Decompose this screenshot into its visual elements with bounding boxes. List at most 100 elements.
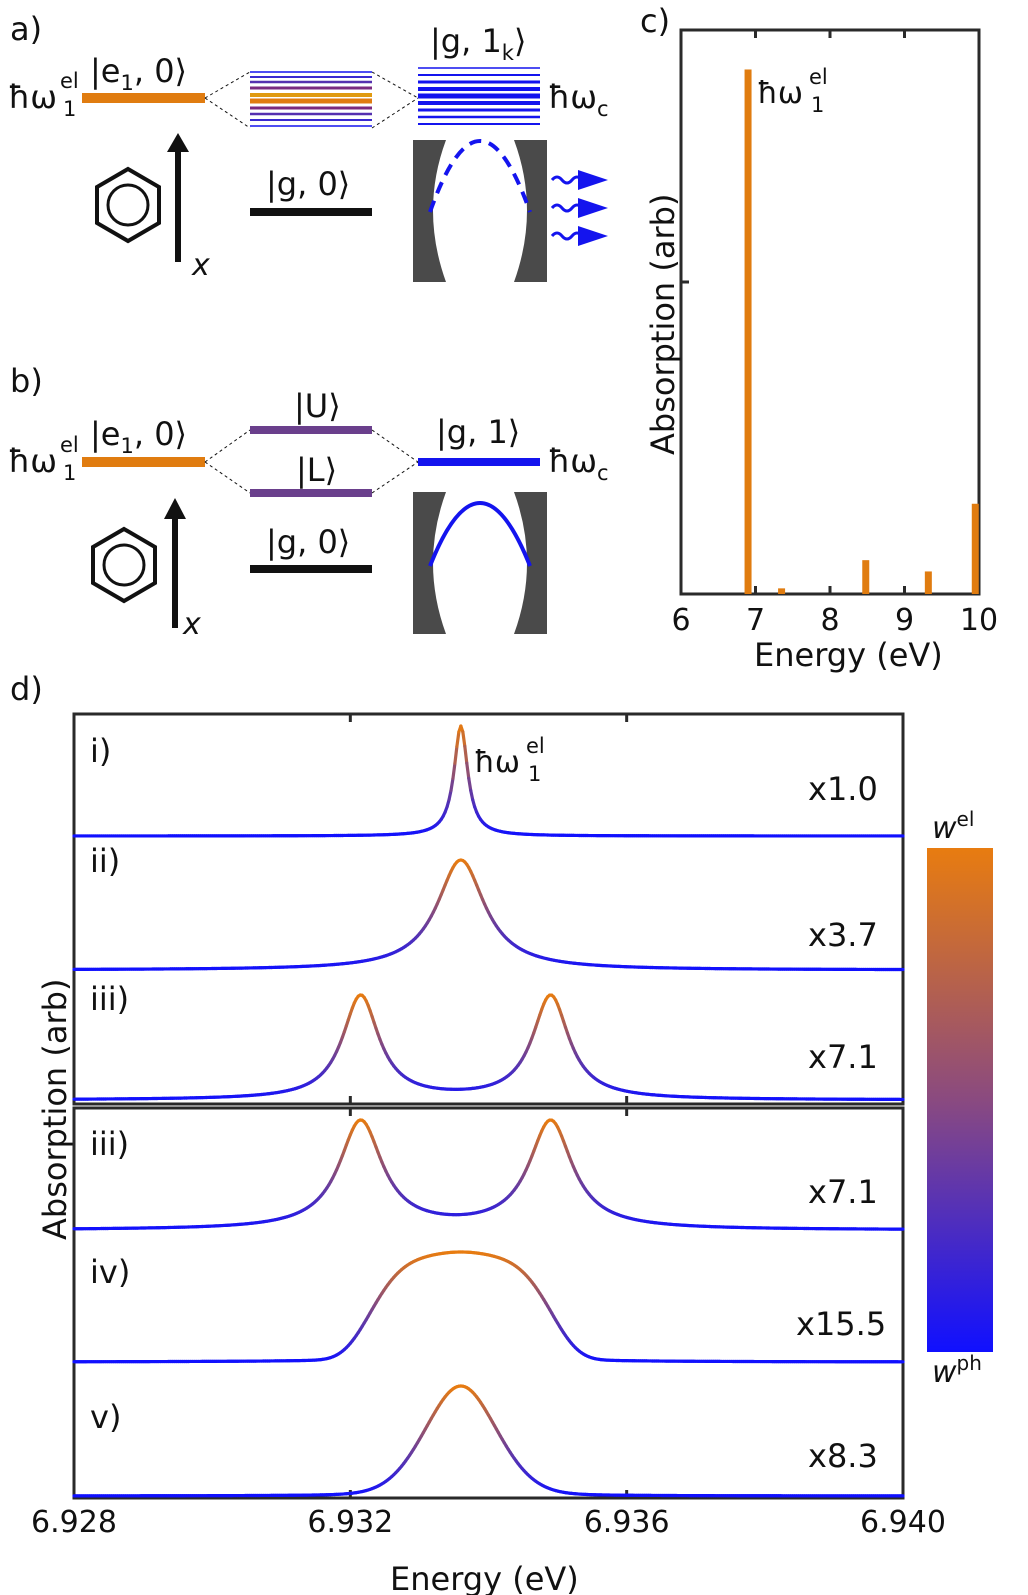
chart-c-xtick-label: 8	[820, 603, 839, 638]
chart-d-xtick-label: 6.932	[307, 1505, 393, 1540]
hw-el-label-a: ħω	[8, 78, 57, 116]
hwc-label-b: ħωc	[548, 442, 609, 485]
chart-d-series-scale: x15.5	[796, 1305, 886, 1343]
g0-ket-a: |g, 0⟩	[266, 165, 350, 203]
panel-d-label: d)	[10, 670, 43, 708]
hw-el-sub-b: 1	[63, 461, 76, 485]
hw-el-sub-a: 1	[63, 97, 76, 121]
chart-d-line-segment	[467, 776, 473, 793]
cavity-mode-solid	[428, 501, 532, 567]
chart-d-series-scale: x7.1	[808, 1038, 878, 1076]
chart-c-xtick-label: 6	[671, 603, 690, 638]
axis-x-label-b: x	[182, 607, 201, 642]
chart-d-series-name: iii)	[90, 1125, 129, 1163]
chart-d-line-segment	[465, 761, 471, 780]
g1-ket-b: |g, 1⟩	[436, 413, 520, 451]
photon-band-a	[418, 67, 540, 125]
chart-d-series-scale: x8.3	[808, 1437, 878, 1475]
chart-c-bar	[971, 503, 979, 594]
panel-b-label: b)	[10, 362, 43, 400]
chart-c-annotation: ħω	[757, 76, 803, 111]
chart-c-bar	[744, 69, 752, 595]
chart-d-line-segment	[453, 744, 459, 765]
chart-d-line-segment	[449, 776, 455, 793]
chart-d-xlabel: Energy (eV)	[390, 1560, 579, 1595]
polariton-band-a	[250, 71, 372, 127]
cavity-icon	[413, 492, 547, 634]
chart-d-ticks: 6.928 6.932 6.936 6.940	[31, 714, 946, 1540]
hw-el-sup-a: el	[60, 69, 79, 93]
photon-leak-icon	[550, 170, 608, 246]
chart-d-line-segment	[451, 761, 457, 780]
chart-d-series-scale: x7.1	[808, 1173, 878, 1211]
chart-c-xtick-label: 9	[895, 603, 914, 638]
chart-d-annotation-sub: 1	[528, 762, 541, 786]
hwc-label-a: ħωc	[548, 78, 609, 121]
lower-ket: |L⟩	[296, 451, 337, 489]
chart-d-line-segment	[463, 744, 469, 765]
panel-a: a) ħω el 1 |e1, 0⟩	[8, 10, 609, 283]
e1-ket-b: |e1, 0⟩	[90, 415, 187, 458]
chart-c-xlabel: Energy (eV)	[754, 636, 943, 674]
chart-c-xtick-label: 7	[746, 603, 765, 638]
chart-d-series-scale: x1.0	[808, 770, 878, 808]
chart-d-series-labels: i) x1.0 ii) x3.7 iii) x7.1 iii) x7.1 iv) x15.5 v) x…	[90, 732, 886, 1475]
chart-c-annotation-sup: el	[809, 65, 828, 89]
panel-c: c) 6 7 8 9 10 ħω el 1 Absorption (arb) Energ…	[640, 2, 998, 674]
chart-d-series	[72, 1250, 905, 1364]
chart-c-frame	[679, 28, 981, 596]
chart-d-series	[72, 993, 905, 1102]
chart-d-series	[72, 1384, 905, 1498]
chart-d-xtick-label: 6.928	[31, 1505, 117, 1540]
chart-d-ylabel: Absorption (arb)	[36, 979, 74, 1240]
benzene-icon	[95, 166, 161, 244]
colorbar	[927, 848, 993, 1352]
chart-c-bar	[862, 560, 870, 594]
chart-c-ylabel: Absorption (arb)	[644, 194, 682, 455]
chart-d-series	[72, 1118, 905, 1231]
chart-d-series-name: ii)	[90, 842, 120, 880]
benzene-icon	[91, 526, 157, 604]
chart-c-ticks: 6 7 8 9 10	[671, 30, 998, 638]
connector-lines-a	[204, 71, 419, 129]
chart-c-bar	[924, 571, 932, 594]
chart-d-xtick-label: 6.940	[860, 1505, 946, 1540]
colorbar-bottom-label: wph	[932, 1351, 982, 1390]
chart-d-series-scale: x3.7	[808, 916, 878, 954]
arrow-head-icon	[167, 133, 189, 152]
chart-d-series-name: iv)	[90, 1253, 130, 1291]
chart-d-series	[72, 858, 905, 972]
chart-d-frame-top	[72, 712, 905, 1106]
chart-d-annotation-sup: el	[526, 734, 545, 758]
chart-d-annotation: ħω	[474, 745, 520, 780]
chart-d-frame-bottom	[72, 1106, 905, 1500]
chart-c-bars	[744, 69, 979, 595]
panel-d: d) 6.928 6.932 6.936 6.940 i) x1.0 ii) x3.7 iii…	[10, 670, 993, 1595]
chart-c-xtick-label: 10	[960, 603, 998, 638]
axis-x-label-a: x	[191, 248, 210, 283]
chart-d-series-name: iii)	[90, 980, 129, 1018]
chart-d-series-name: v)	[90, 1398, 121, 1436]
chart-d-line-segment	[461, 730, 467, 748]
cavity-mode-dashed	[428, 139, 532, 213]
chart-c-annotation-sub: 1	[811, 93, 824, 117]
panel-a-label: a)	[10, 10, 42, 48]
upper-ket: |U⟩	[294, 387, 341, 425]
chart-d-series-name: i)	[90, 732, 111, 770]
g1k-ket-a: |g, 1k⟩	[430, 22, 526, 65]
chart-d-xtick-label: 6.936	[584, 1505, 670, 1540]
chart-d-series	[72, 724, 905, 838]
chart-d-line-segment	[455, 730, 461, 748]
hw-el-sup-b: el	[60, 433, 79, 457]
colorbar-top-label: wel	[932, 807, 974, 846]
g0-ket-b: |g, 0⟩	[266, 523, 350, 561]
panel-b: b) ħω el 1 |e1, 0⟩ |U⟩ |L⟩ |g, 1⟩ ħωc |g…	[8, 362, 609, 642]
chart-d-curves	[72, 724, 905, 1498]
e1-ket-a: |e1, 0⟩	[90, 52, 187, 95]
cavity-icon	[413, 139, 547, 282]
arrow-head-icon	[164, 498, 186, 519]
panel-c-label: c)	[640, 2, 670, 40]
chart-c-bar	[778, 588, 786, 594]
hw-el-label-b: ħω	[8, 442, 57, 480]
